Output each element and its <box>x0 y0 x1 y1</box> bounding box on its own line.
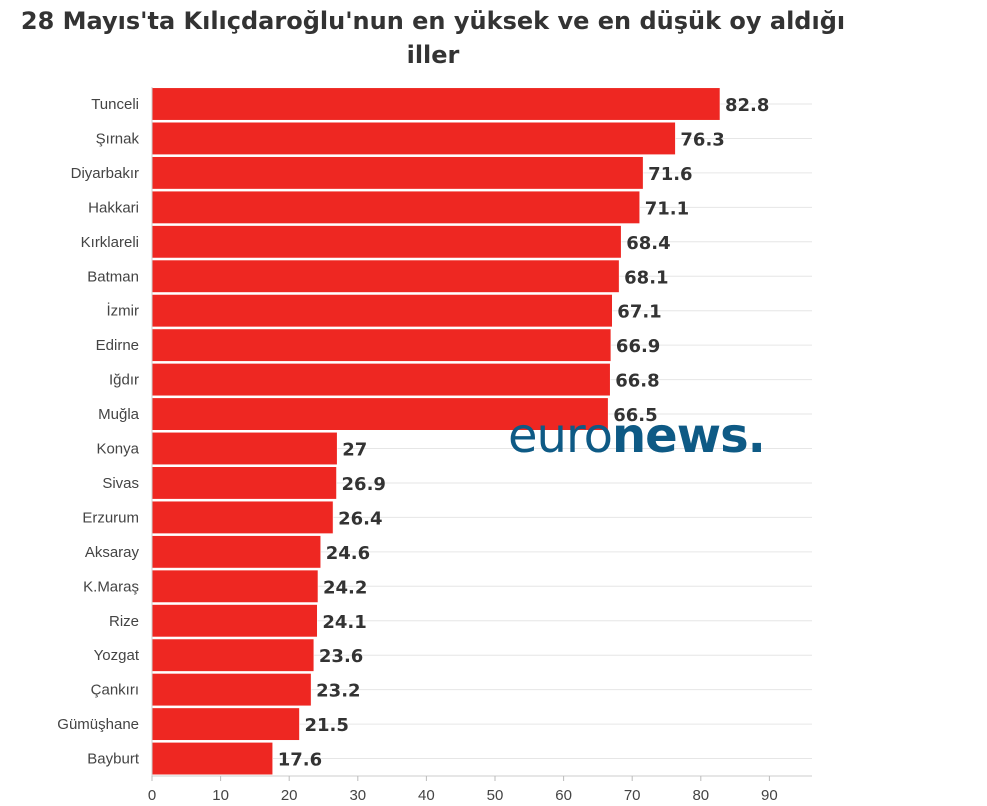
x-tick-label: 50 <box>487 787 504 804</box>
value-label: 68.1 <box>624 267 668 288</box>
x-tick-label: 80 <box>692 787 709 804</box>
x-tick-label: 30 <box>349 787 366 804</box>
bar <box>151 741 274 776</box>
value-label: 26.9 <box>342 474 386 495</box>
bar <box>151 294 613 328</box>
bar <box>151 535 322 569</box>
category-label: Rize <box>109 613 139 630</box>
bar <box>151 87 721 121</box>
bar <box>151 259 620 293</box>
x-tick-label: 90 <box>761 787 778 804</box>
bar <box>151 121 676 155</box>
value-label: 27 <box>342 440 367 461</box>
bar <box>151 604 318 638</box>
category-label: Hakkari <box>88 199 139 216</box>
value-label: 82.8 <box>725 95 769 116</box>
x-tick-label: 40 <box>418 787 435 804</box>
category-label: Kırklareli <box>81 234 139 251</box>
value-label: 24.1 <box>322 612 366 633</box>
bar <box>151 156 644 190</box>
bar <box>151 673 312 707</box>
value-label: 23.2 <box>316 681 360 702</box>
x-tick-label: 70 <box>624 787 641 804</box>
chart-title: 28 Mayıs'ta Kılıçdaroğlu'nun en yüksek v… <box>20 7 846 69</box>
value-label: 71.6 <box>648 164 692 185</box>
x-tick-label: 60 <box>555 787 572 804</box>
value-label: 23.6 <box>319 646 363 667</box>
bar <box>151 328 612 362</box>
category-label: Sivas <box>102 475 139 492</box>
value-label: 76.3 <box>680 129 724 150</box>
bar <box>151 466 337 500</box>
category-label: Iğdır <box>109 372 139 389</box>
category-label: Konya <box>96 441 139 458</box>
category-label: Diyarbakır <box>71 165 139 182</box>
category-label: Edirne <box>96 337 139 354</box>
value-label: 66.9 <box>616 336 660 357</box>
category-label: K.Maraş <box>83 578 139 595</box>
value-label: 68.4 <box>626 233 670 254</box>
euronews-watermark-logo: euronews. <box>508 408 766 464</box>
value-label: 21.5 <box>304 715 348 736</box>
bar <box>151 500 334 534</box>
category-labels: Tunceli Şırnak Diyarbakır Hakkari Kırklareli… <box>57 96 140 768</box>
bar <box>151 638 315 672</box>
category-label: Tunceli <box>91 96 139 113</box>
bar <box>151 707 300 741</box>
x-tick-label: 0 <box>148 787 156 804</box>
bar <box>151 363 611 397</box>
value-label: 67.1 <box>617 302 661 323</box>
category-label: Şırnak <box>96 130 140 147</box>
category-label: Aksaray <box>85 544 140 561</box>
bar <box>151 397 609 431</box>
category-label: Gümüşhane <box>57 716 139 733</box>
value-label: 66.5 <box>613 405 657 426</box>
category-label: Batman <box>87 268 139 285</box>
x-tick-label: 20 <box>281 787 298 804</box>
value-label: 17.6 <box>278 750 322 771</box>
bar <box>151 569 319 603</box>
value-label: 24.6 <box>326 543 370 564</box>
category-label: Yozgat <box>94 647 140 664</box>
bars <box>151 87 721 776</box>
value-label: 71.1 <box>645 198 689 219</box>
bar <box>151 431 338 466</box>
category-label: Çankırı <box>91 682 139 699</box>
category-label: Erzurum <box>82 509 139 526</box>
value-labels: 82.876.3 71.6 71.1 68.4 68.1 67.1 66.9 66.8 66.5… <box>278 95 770 771</box>
bar <box>151 225 622 259</box>
bar <box>151 190 641 224</box>
x-tick-label: 10 <box>212 787 229 804</box>
value-label: 26.4 <box>338 508 382 529</box>
value-label: 66.8 <box>615 371 659 392</box>
category-label: Bayburt <box>87 751 140 768</box>
category-label: Muğla <box>98 406 140 423</box>
category-label: İzmir <box>107 302 140 320</box>
value-label: 24.2 <box>323 577 367 598</box>
x-axis: 0 10 20 30 40 50 60 70 80 90 <box>148 87 812 804</box>
